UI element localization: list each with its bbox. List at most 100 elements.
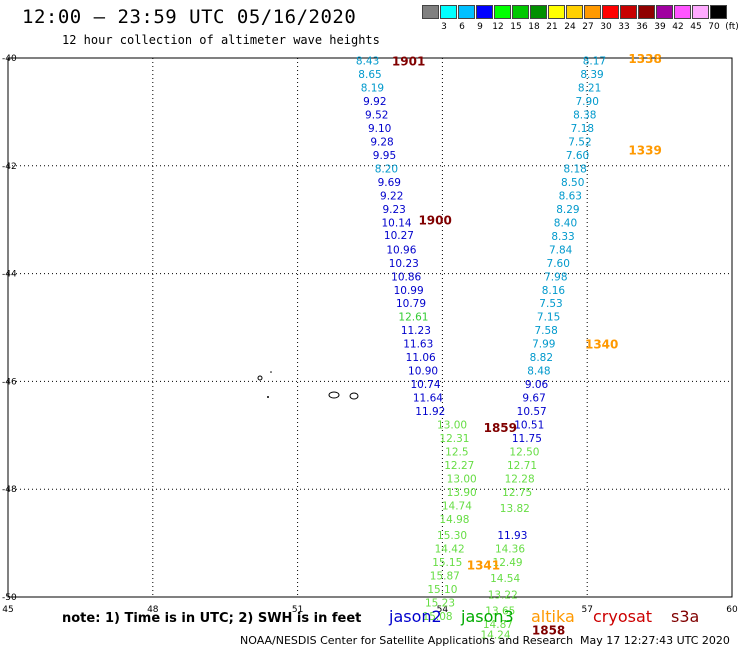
wave-height-value: 8.19 xyxy=(361,83,384,95)
island-outline xyxy=(328,391,340,399)
pass-time-label: 1338 xyxy=(628,52,661,66)
wave-height-value: 13.00 xyxy=(437,420,467,432)
wave-height-value: 15.10 xyxy=(427,584,457,596)
scale-label: 15 xyxy=(510,22,522,32)
wave-height-value: 13.00 xyxy=(447,473,477,485)
wave-height-value: 7.60 xyxy=(547,258,570,270)
wave-height-value: 12.61 xyxy=(398,312,428,324)
wave-height-value: 15.87 xyxy=(430,570,460,582)
scale-label: 33 xyxy=(618,22,630,32)
wave-height-value: 8.29 xyxy=(556,204,579,216)
wave-height-value: 8.50 xyxy=(561,177,584,189)
wave-height-value: 10.27 xyxy=(384,230,414,242)
wave-height-value: 8.82 xyxy=(530,352,553,364)
pass-time-label: 1858 xyxy=(532,623,565,637)
wave-height-value: 11.93 xyxy=(497,530,527,542)
scale-swatch xyxy=(566,5,583,19)
wave-height-value: 7.58 xyxy=(534,325,557,337)
scale-label: 3 xyxy=(441,22,447,32)
wave-height-value: 13.82 xyxy=(500,503,530,515)
credit-line: NOAA/NESDIS Center for Satellite Applica… xyxy=(240,634,574,647)
wave-height-value: 8.43 xyxy=(356,56,379,68)
y-tick-label: -46 xyxy=(2,377,17,387)
footnote: note: 1) Time is in UTC; 2) SWH is in fe… xyxy=(62,611,362,626)
wave-height-value: 13.65 xyxy=(485,605,515,617)
wave-height-value: 10.90 xyxy=(408,366,438,378)
wave-height-value: 14.87 xyxy=(483,619,513,631)
wave-height-value: 7.18 xyxy=(571,123,594,135)
pass-time-label: 1341 xyxy=(467,559,500,573)
wave-height-value: 7.53 xyxy=(539,298,562,310)
scale-label: 42 xyxy=(672,22,684,32)
scale-swatch xyxy=(620,5,637,19)
wave-height-value: 7.15 xyxy=(537,312,560,324)
scale-swatch xyxy=(476,5,493,19)
scale-swatch xyxy=(494,5,511,19)
wave-height-value: 12.27 xyxy=(444,460,474,472)
wave-height-value: 11.75 xyxy=(512,433,542,445)
scale-swatch xyxy=(692,5,709,19)
scale-label: 27 xyxy=(582,22,594,32)
wave-height-value: 14.54 xyxy=(490,573,520,585)
wave-height-value: 10.14 xyxy=(382,217,412,229)
pass-time-label: 1900 xyxy=(418,214,451,228)
wave-height-value: 9.67 xyxy=(522,393,545,405)
wave-height-value: 9.06 xyxy=(525,379,549,391)
page-title: 12:00 – 23:59 UTC 05/16/2020 xyxy=(22,6,357,28)
scale-swatch xyxy=(440,5,457,19)
scale-label: 24 xyxy=(564,22,576,32)
wave-height-value: 9.23 xyxy=(382,204,405,216)
island-outline xyxy=(257,375,263,381)
wave-height-value: 8.17 xyxy=(583,56,606,68)
scale-swatch xyxy=(602,5,619,19)
wave-height-value: 8.38 xyxy=(573,110,596,122)
wave-height-value: 12.71 xyxy=(507,460,537,472)
x-tick-label: 60 xyxy=(726,605,738,615)
wave-height-value: 11.06 xyxy=(406,352,436,364)
wave-height-value: 10.96 xyxy=(386,244,416,256)
satellite-legend-jason2: jason2 xyxy=(389,607,442,626)
x-tick-label: 57 xyxy=(581,605,592,615)
scale-label: 12 xyxy=(492,22,504,32)
generated-timestamp: May 17 12:27:43 UTC 2020 xyxy=(580,634,730,647)
scale-label: 36 xyxy=(636,22,648,32)
y-tick-label: -44 xyxy=(2,270,17,280)
wave-height-value: 7.52 xyxy=(568,137,591,149)
wave-height-value: 10.86 xyxy=(391,271,421,283)
scale-swatch xyxy=(548,5,565,19)
wave-height-value: 10.99 xyxy=(394,285,424,297)
pass-time-label: 1859 xyxy=(484,421,517,435)
pass-time-label: 1340 xyxy=(585,338,618,352)
wave-height-value: 11.23 xyxy=(401,325,431,337)
wave-height-value: 15.15 xyxy=(432,557,462,569)
x-tick-label: 48 xyxy=(147,605,159,615)
scale-swatch xyxy=(530,5,547,19)
wave-height-value: 8.33 xyxy=(551,231,574,243)
wave-height-value: 12.75 xyxy=(502,487,532,499)
wave-height-value: 8.39 xyxy=(580,69,603,81)
wave-height-value: 8.48 xyxy=(527,366,550,378)
map-frame xyxy=(7,57,733,598)
wave-height-value: 8.63 xyxy=(559,190,582,202)
wave-height-value: 8.20 xyxy=(375,163,398,175)
wave-height-value: 15.30 xyxy=(437,530,467,542)
scale-swatch xyxy=(710,5,727,19)
wave-height-value: 10.51 xyxy=(514,420,544,432)
wave-height-value: 9.52 xyxy=(365,110,388,122)
island-outline xyxy=(267,396,269,398)
y-tick-label: -40 xyxy=(2,54,17,64)
scale-swatch xyxy=(656,5,673,19)
wave-height-value: 10.74 xyxy=(410,379,440,391)
wave-height-value: 12.28 xyxy=(505,473,535,485)
wave-height-value: 9.10 xyxy=(368,123,391,135)
wave-height-value: 11.64 xyxy=(413,393,443,405)
wave-height-value: 12.5 xyxy=(445,446,468,458)
x-tick-label: 45 xyxy=(2,605,13,615)
pass-time-label: 1339 xyxy=(628,144,661,158)
wave-height-value: 10.57 xyxy=(517,406,547,418)
scale-swatch xyxy=(584,5,601,19)
wave-height-value: 13.22 xyxy=(488,589,518,601)
wave-height-value: 8.18 xyxy=(563,163,586,175)
wave-height-value: 7.98 xyxy=(544,271,567,283)
